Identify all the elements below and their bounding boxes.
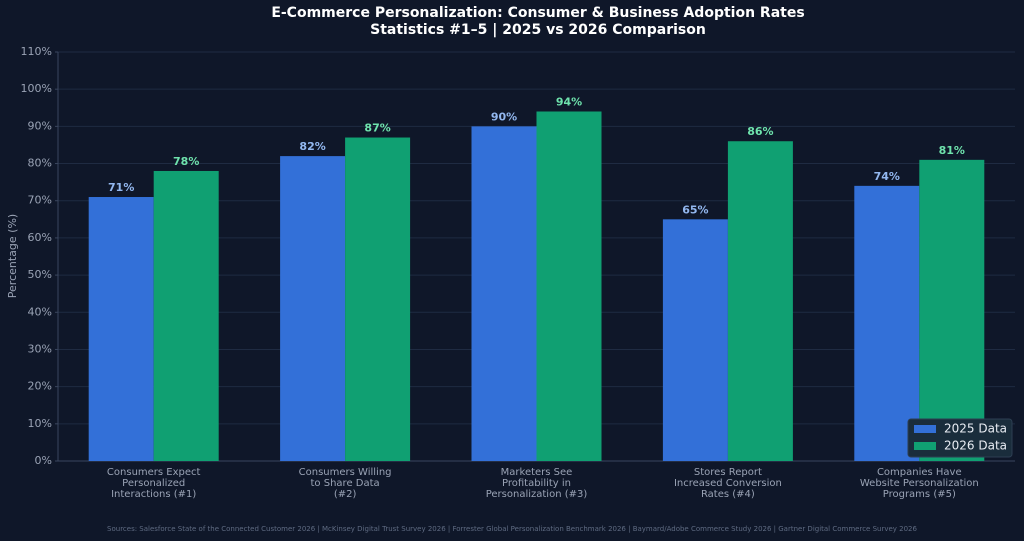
value-label: 87% <box>364 122 390 135</box>
bar <box>662 219 728 461</box>
source-note: Sources: Salesforce State of the Connect… <box>107 525 917 533</box>
x-tick-label: Stores Report Increased Conversion Rates (… <box>674 467 782 500</box>
value-label: 71% <box>108 181 134 194</box>
y-tick-label: 100% <box>21 82 52 95</box>
legend-label: 2025 Data <box>944 422 1007 436</box>
y-tick-label: 10% <box>28 417 52 430</box>
bar <box>88 197 154 461</box>
legend-label: 2026 Data <box>944 439 1007 453</box>
x-tick-label: Companies Have Website Personalization Pro… <box>860 467 979 500</box>
y-tick-label: 110% <box>21 45 52 58</box>
bar <box>153 170 219 461</box>
bar <box>536 111 602 461</box>
value-label: 90% <box>491 110 517 123</box>
value-label: 94% <box>556 95 582 108</box>
value-label: 86% <box>747 125 773 138</box>
y-tick-label: 50% <box>28 268 52 281</box>
bar <box>727 141 793 461</box>
y-tick-label: 40% <box>28 305 52 318</box>
y-tick-label: 90% <box>28 119 52 132</box>
value-label: 78% <box>173 155 199 168</box>
value-label: 74% <box>874 170 900 183</box>
value-label: 65% <box>682 203 708 216</box>
x-tick-label: Consumers Willing to Share Data (#2) <box>299 467 392 500</box>
y-tick-label: 0% <box>35 454 52 467</box>
y-axis-label: Percentage (%) <box>6 214 19 298</box>
y-tick-label: 80% <box>28 157 52 170</box>
x-tick-label: Consumers Expect Personalized Interactions… <box>107 467 201 500</box>
bar <box>854 185 920 461</box>
bar <box>345 137 411 461</box>
bar <box>919 159 985 461</box>
bar <box>471 126 537 461</box>
y-tick-label: 70% <box>28 194 52 207</box>
y-tick-label: 60% <box>28 231 52 244</box>
bar <box>280 156 346 462</box>
value-label: 82% <box>299 140 325 153</box>
y-tick-label: 30% <box>28 342 52 355</box>
y-tick-label: 20% <box>28 380 52 393</box>
chart-title: E-Commerce Personalization: Consumer & B… <box>271 5 804 21</box>
legend-swatch <box>914 442 936 450</box>
value-label: 81% <box>939 144 965 157</box>
chart-subtitle: Statistics #1–5 | 2025 vs 2026 Compariso… <box>370 22 706 38</box>
x-tick-label: Marketers See Profitability in Personaliza… <box>486 467 588 500</box>
legend-swatch <box>914 425 936 433</box>
